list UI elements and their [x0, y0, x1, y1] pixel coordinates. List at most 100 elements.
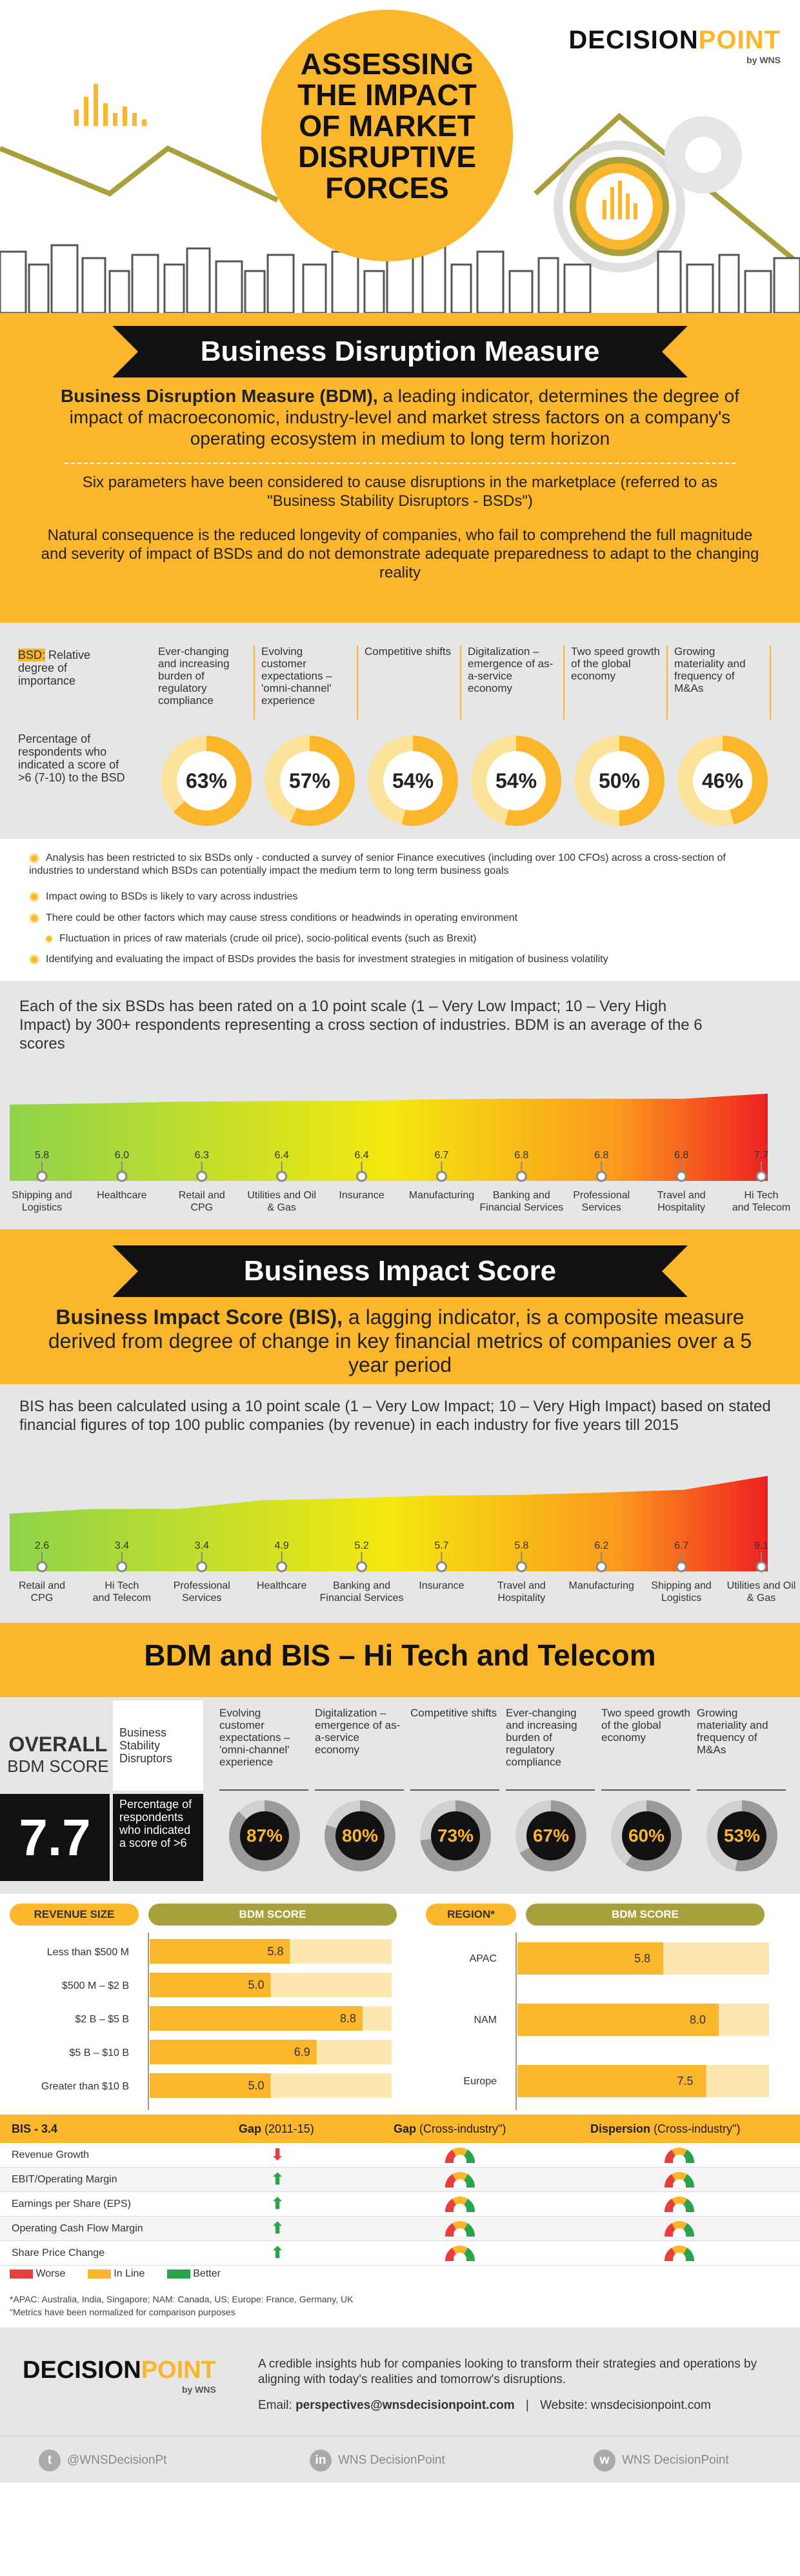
bis-definition: Business Impact Score (BIS), a lagging i… — [32, 1305, 768, 1377]
bsd-donut: 54% — [471, 736, 561, 826]
area-category-label: Retail and CPG — [179, 1190, 225, 1213]
footer-logo: DECISIONPOINT by WNS — [23, 2357, 216, 2395]
brand-logo: DECISIONPOINT by WNS — [568, 26, 781, 65]
brand-name-1: DECISION — [568, 26, 699, 54]
legend-better: Better — [193, 2268, 221, 2279]
footer-brand-1: DECISION — [23, 2357, 141, 2384]
table-metric: Earnings per Share (EPS) — [12, 2199, 131, 2209]
other-handle: WNS DecisionPoint — [622, 2453, 729, 2468]
gauge-icon — [445, 2221, 475, 2237]
divider — [65, 463, 735, 464]
arrow-down-icon: ⬇ — [271, 2146, 285, 2164]
other-link[interactable]: w WNS DecisionPoint — [594, 2450, 729, 2471]
linkedin-link[interactable]: in WNS DecisionPoint — [310, 2450, 445, 2471]
region-bar — [517, 2065, 706, 2097]
area-category-label: Manufacturing — [569, 1580, 634, 1591]
area-point — [675, 1561, 687, 1573]
bsd-tag: BSD: — [18, 649, 46, 661]
table-h-disp: Dispersion (Cross-industry") — [590, 2115, 740, 2143]
arrow-up-icon: ⬆ — [271, 2220, 285, 2237]
area-category-label: Utilities and Oil & Gas — [727, 1580, 796, 1604]
area-value-label: 5.8 — [35, 1150, 49, 1161]
area-category-label: Shipping and Logistics — [12, 1190, 72, 1213]
area-value-label: 6.0 — [115, 1150, 129, 1161]
rev-category: $5 B – $10 B — [69, 2048, 129, 2058]
area-category-label: Travel and Hospitality — [657, 1190, 706, 1213]
bsd-pct: 46% — [693, 751, 752, 810]
gauge-icon — [445, 2148, 475, 2163]
bdm-heading: Business Disruption Measure — [112, 326, 688, 377]
brand-by: by WNS — [746, 55, 781, 65]
gauge-icon — [665, 2148, 694, 2163]
hitech-section: BDM and BIS – Hi Tech and Telecom — [0, 1623, 800, 1697]
area-point — [755, 1171, 767, 1182]
area-point — [116, 1561, 128, 1573]
rev-category: Less than $500 M — [47, 1947, 129, 1958]
region-bar-label: 7.5 — [677, 2075, 693, 2088]
rev-score-header: BDM SCORE — [148, 1904, 397, 1926]
region-category: APAC — [470, 1953, 497, 1964]
hitech-pct: 73% — [431, 1811, 480, 1860]
area-point — [435, 1171, 447, 1182]
rev-bar-label: 5.8 — [267, 1945, 283, 1958]
hitech-donut: 67% — [515, 1800, 586, 1871]
area-value-label: 6.7 — [434, 1150, 448, 1161]
table-row: Share Price Change ⬆ — [0, 2241, 800, 2266]
email-link[interactable]: perspectives@wnsdecisionpoint.com — [295, 2399, 515, 2412]
twitter-link[interactable]: t @WNSDecisionPt — [39, 2450, 166, 2471]
bsd-donut: 54% — [368, 736, 458, 826]
arrow-up-icon: ⬆ — [271, 2195, 285, 2213]
linkedin-icon: in — [310, 2450, 332, 2471]
area-category-label: Banking and Financial Services — [479, 1190, 563, 1213]
area-value-label: 4.9 — [275, 1540, 289, 1551]
area-point — [276, 1561, 288, 1573]
hitech-pct: 53% — [717, 1811, 766, 1860]
table-header: BIS - 3.4 Gap (2011-15) Gap (Cross-indus… — [0, 2115, 800, 2143]
bsd-donut: 50% — [574, 736, 665, 826]
table-metric: EBIT/Operating Margin — [12, 2174, 117, 2185]
title-line-4: DISRUPTIVE — [297, 140, 477, 174]
area-category-label: Insurance — [339, 1190, 384, 1201]
header: DECISIONPOINT by WNS ASSESSING THE IMPAC… — [0, 0, 800, 313]
area-value-label: 2.6 — [35, 1540, 49, 1551]
arrow-up-icon: ⬆ — [271, 2171, 285, 2188]
rev-bar-label: 8.8 — [340, 2012, 356, 2025]
table-h-gap-b: Gap — [239, 2122, 262, 2135]
area-category-label: Banking and Financial Services — [320, 1580, 404, 1604]
table-h-gap-s: (2011-15) — [261, 2122, 314, 2135]
bsd-pct: 57% — [280, 751, 339, 810]
legend-worse: Worse — [35, 2268, 66, 2279]
area-category-label: Manufacturing — [409, 1190, 474, 1201]
region-bar-label: 8.0 — [690, 2013, 706, 2026]
area-point — [116, 1171, 128, 1182]
hitech-bsd: OVERALL BDM SCORE 7.7 Business Stability… — [0, 1697, 800, 1894]
rev-bar — [150, 2073, 271, 2098]
rev-header: REVENUE SIZE — [10, 1904, 139, 1926]
twitter-icon: t — [39, 2450, 61, 2471]
table-h-disp-s: (Cross-industry") — [650, 2122, 741, 2135]
rev-category: Greater than $10 B — [41, 2081, 129, 2092]
title-line-2: THE IMPACT — [297, 78, 477, 112]
linkedin-handle: WNS DecisionPoint — [338, 2453, 445, 2468]
area-value-label: 9.1 — [754, 1540, 768, 1551]
bsd-pct: 54% — [486, 751, 546, 810]
blog-icon: w — [594, 2450, 615, 2471]
brand-name-2: POINT — [698, 26, 781, 54]
rev-category: $500 M – $2 B — [62, 1980, 129, 1991]
score-breakdown: REVENUE SIZE BDM SCORE REGION* BDM SCORE… — [0, 1894, 800, 2115]
area-category-label: Healthcare — [257, 1580, 306, 1591]
rev-category: $2 B – $5 B — [75, 2014, 129, 2025]
bdm-industry-chart: Each of the six BSDs has been rated on a… — [0, 981, 800, 1229]
website-link[interactable]: Website: wnsdecisionpoint.com — [540, 2399, 711, 2412]
rev-bar-label: 6.9 — [294, 2046, 310, 2058]
gauge-icon — [665, 2246, 694, 2261]
area-category-label: Shipping and Logistics — [651, 1580, 711, 1604]
gauge-icon — [445, 2246, 475, 2261]
area-point — [515, 1171, 527, 1182]
area-value-label: 6.2 — [594, 1540, 608, 1551]
area-value-label: 3.4 — [195, 1540, 209, 1551]
bis-area-chart: 2.6 Retail and CPG 3.4 Hi Tech and Telecom 3.4… — [10, 1463, 796, 1604]
area-point — [356, 1171, 368, 1182]
bsd-survey: BSD: Relative degree of importance Perce… — [0, 623, 800, 839]
hitech-heading: BDM and BIS – Hi Tech and Telecom — [0, 1623, 800, 1687]
